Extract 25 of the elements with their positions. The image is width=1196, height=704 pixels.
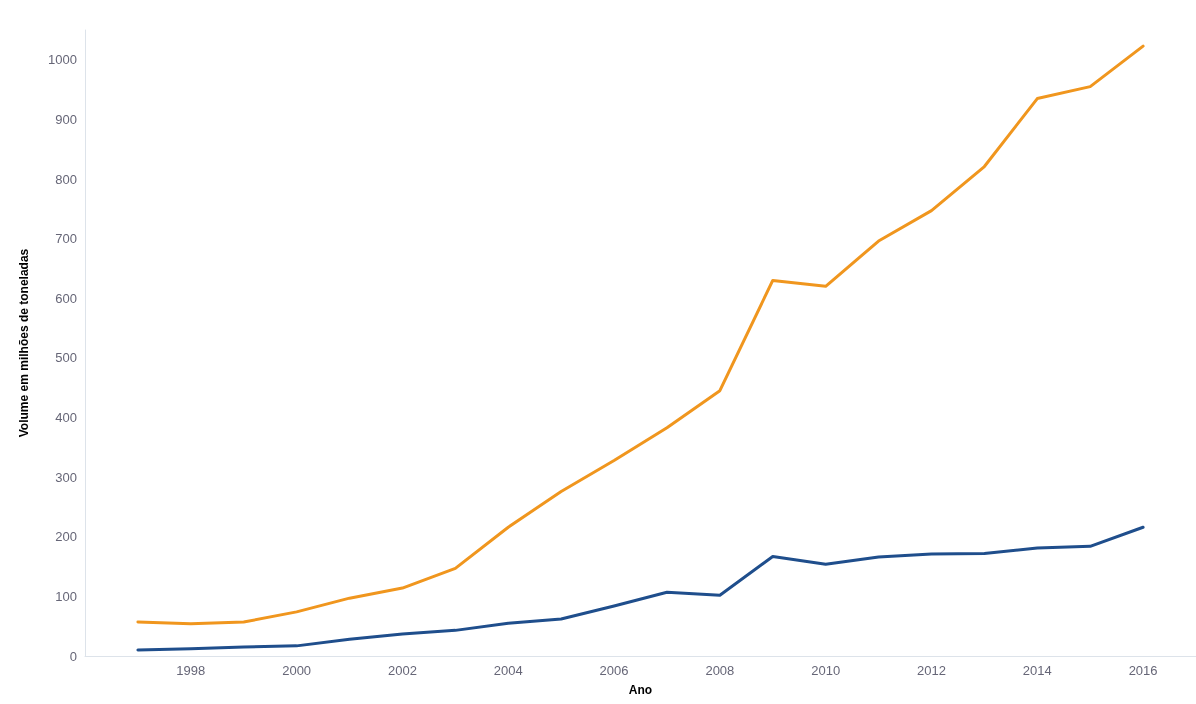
x-tick-label: 2006 — [599, 663, 629, 678]
line-series — [136, 44, 1145, 626]
x-tick-label: 2010 — [811, 663, 841, 678]
x-tick-label: 2016 — [1128, 663, 1158, 678]
y-axis-title: Volume em milhões de toneladas — [17, 248, 31, 438]
y-tick-label: 800 — [55, 171, 77, 187]
x-tick-label: 2002 — [387, 663, 417, 678]
x-tick-label: 1998 — [176, 663, 206, 678]
x-tick-label: 2004 — [493, 663, 523, 678]
y-tick-label: 0 — [69, 648, 77, 664]
y-tick-label: 1000 — [48, 52, 77, 68]
x-tick-label: 2014 — [1022, 663, 1052, 678]
x-tick-label: 2008 — [705, 663, 735, 678]
x-tick-label: 2000 — [282, 663, 312, 678]
y-tick-label: 400 — [55, 410, 77, 426]
y-tick-label: 600 — [55, 290, 77, 306]
y-tick-label: 200 — [55, 529, 77, 545]
y-tick-label: 700 — [55, 231, 77, 247]
y-tick-label: 500 — [55, 350, 77, 366]
y-tick-label: 100 — [55, 588, 77, 604]
x-tick-label: 2012 — [917, 663, 946, 678]
line-series — [136, 525, 1145, 652]
y-tick-label: 300 — [55, 469, 77, 485]
y-tick-label: 900 — [55, 111, 77, 127]
x-axis-title: Ano — [628, 683, 653, 697]
